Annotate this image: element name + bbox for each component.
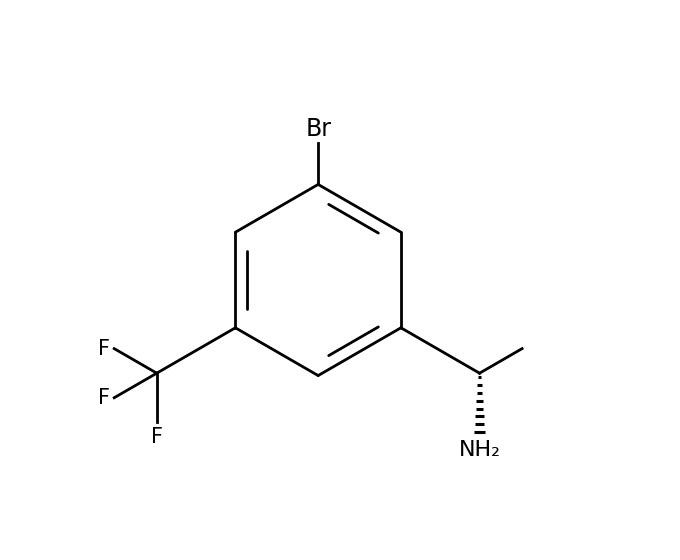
Text: F: F bbox=[98, 339, 110, 358]
Text: Br: Br bbox=[305, 116, 331, 141]
Text: NH₂: NH₂ bbox=[458, 440, 500, 460]
Text: F: F bbox=[98, 388, 110, 408]
Text: F: F bbox=[151, 427, 163, 447]
